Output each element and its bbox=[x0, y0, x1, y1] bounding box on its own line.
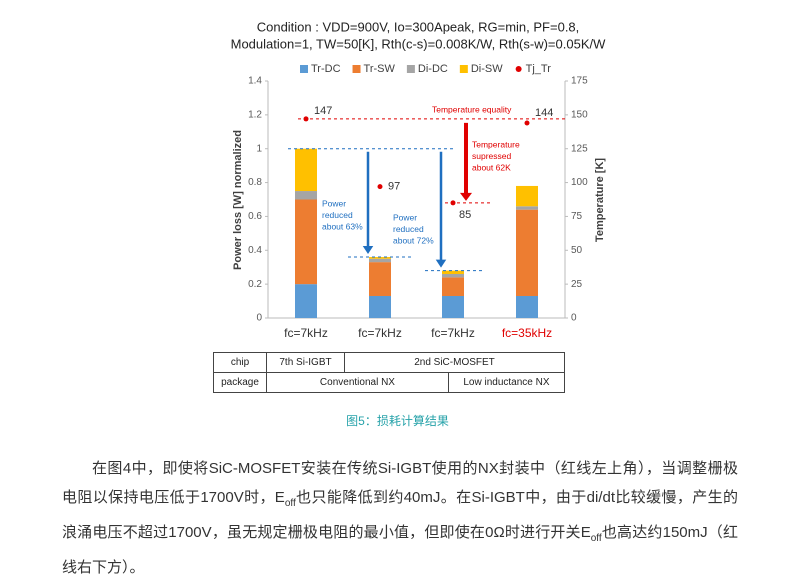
bar-segment bbox=[442, 273, 464, 278]
table-row: chip 7th Si-IGBT 2nd SiC-MOSFET bbox=[213, 352, 565, 373]
bar-segment bbox=[516, 206, 538, 210]
spec-table: chip 7th Si-IGBT 2nd SiC-MOSFET package … bbox=[213, 352, 566, 393]
y-tick-label: 1 bbox=[256, 143, 262, 154]
y2-tick-label: 50 bbox=[571, 245, 583, 256]
table-cell: 7th Si-IGBT bbox=[266, 352, 345, 373]
x-tick-label: fc=7kHz bbox=[431, 326, 475, 340]
text-run: 也只能降低到约40mJ。在Si-IGBT中，由于di/dt比较缓慢，产生的浪涌电… bbox=[62, 489, 738, 541]
paragraph: 在图4中，即使将SiC-MOSFET安装在传统Si-IGBT使用的NX封装中（红… bbox=[62, 454, 738, 582]
bar-segment bbox=[516, 295, 538, 318]
annotation: reduced bbox=[393, 224, 424, 234]
x-tick-label: fc=7kHz bbox=[284, 326, 328, 340]
text-run: 在图4中，即使将SiC-MOSFET安装在传统Si-IGBT使用的NX封装中（红… bbox=[62, 460, 738, 506]
bar-segment bbox=[369, 262, 391, 296]
bar-segment bbox=[369, 257, 391, 259]
table-cell: 2nd SiC-MOSFET bbox=[344, 352, 565, 373]
y-tick-label: 1.2 bbox=[248, 109, 262, 120]
arrow-head bbox=[460, 192, 472, 201]
y-tick-label: 0.2 bbox=[248, 279, 262, 290]
bar-segment bbox=[295, 191, 317, 200]
annotation: Power bbox=[322, 198, 346, 208]
y-tick-label: 0.6 bbox=[248, 211, 262, 222]
legend-swatch bbox=[300, 65, 308, 73]
bar-segment bbox=[369, 258, 391, 263]
legend-swatch bbox=[459, 65, 468, 73]
y-tick-label: 1.4 bbox=[248, 76, 262, 87]
annotation: Temperature equality bbox=[432, 104, 512, 114]
bar-segment bbox=[442, 270, 464, 274]
bar-segment bbox=[369, 295, 391, 318]
x-tick-label: fc=7kHz bbox=[358, 326, 402, 340]
bar-segment bbox=[295, 148, 317, 192]
y2-tick-label: 150 bbox=[571, 109, 588, 120]
table-cell: chip bbox=[213, 352, 267, 373]
annotation: about 72% bbox=[393, 235, 434, 245]
y2-tick-label: 125 bbox=[571, 143, 588, 154]
y-tick-label: 0.4 bbox=[248, 245, 262, 256]
temperature-point bbox=[450, 200, 456, 206]
figure-caption: 图5：损耗计算结果 bbox=[346, 414, 449, 428]
bar-segment bbox=[295, 284, 317, 318]
chart: Condition : VDD=900V, Io=300Apeak, RG=mi… bbox=[231, 19, 606, 340]
y2-tick-label: 175 bbox=[571, 76, 588, 87]
bar-segment bbox=[442, 277, 464, 296]
arrow-head bbox=[435, 259, 447, 268]
bar-segment bbox=[442, 295, 464, 318]
table-cell: package bbox=[213, 372, 267, 393]
value-label: 85 bbox=[459, 209, 471, 221]
annotation: Temperature bbox=[472, 139, 520, 149]
value-label: 147 bbox=[314, 105, 332, 117]
y2-tick-label: 25 bbox=[571, 279, 583, 290]
x-tick-label: fc=35kHz bbox=[502, 326, 552, 340]
table-cell: Low inductance NX bbox=[447, 372, 566, 393]
value-label: 97 bbox=[388, 181, 400, 193]
bar-segment bbox=[295, 199, 317, 285]
table-row: package Conventional NX Low inductance N… bbox=[213, 372, 566, 393]
annotation: about 63% bbox=[322, 221, 363, 231]
temperature-point bbox=[524, 120, 530, 126]
arrow-head bbox=[362, 246, 374, 255]
annotation: about 62K bbox=[472, 162, 511, 172]
legend-label: Di-SW bbox=[471, 63, 503, 75]
legend-marker bbox=[515, 66, 522, 72]
legend-swatch bbox=[406, 65, 415, 73]
chart-title: Modulation=1, TW=50[K], Rth(c-s)=0.008K/… bbox=[231, 36, 606, 51]
text-run: 也高达约150mJ（红线右下方）。 bbox=[62, 524, 738, 576]
legend-label: Di-DC bbox=[418, 63, 448, 75]
y-tick-label: 0 bbox=[256, 313, 262, 324]
annotation: supressed bbox=[472, 151, 511, 161]
table-cell: Conventional NX bbox=[266, 372, 449, 393]
legend-swatch bbox=[352, 65, 361, 73]
legend-label: Tr-SW bbox=[364, 63, 396, 75]
y2-tick-label: 0 bbox=[571, 313, 577, 324]
annotation: reduced bbox=[322, 210, 353, 220]
legend-label: Tr-DC bbox=[311, 63, 341, 75]
y2-axis-label: Temperature [K] bbox=[594, 158, 606, 242]
value-label: 144 bbox=[535, 107, 553, 119]
bar-segment bbox=[516, 209, 538, 296]
annotation: Power bbox=[393, 212, 417, 222]
y2-tick-label: 75 bbox=[571, 211, 583, 222]
y-tick-label: 0.8 bbox=[248, 177, 262, 188]
temperature-point bbox=[377, 184, 383, 190]
y2-tick-label: 100 bbox=[571, 177, 588, 188]
subscript: off bbox=[590, 533, 602, 544]
bar-segment bbox=[516, 185, 538, 207]
y-axis-label: Power loss [W] normalized bbox=[232, 130, 244, 270]
chart-title: Condition : VDD=900V, Io=300Apeak, RG=mi… bbox=[257, 19, 580, 34]
temperature-point bbox=[303, 116, 309, 122]
subscript: off bbox=[284, 498, 296, 509]
legend-label: Tj_Tr bbox=[526, 63, 552, 75]
